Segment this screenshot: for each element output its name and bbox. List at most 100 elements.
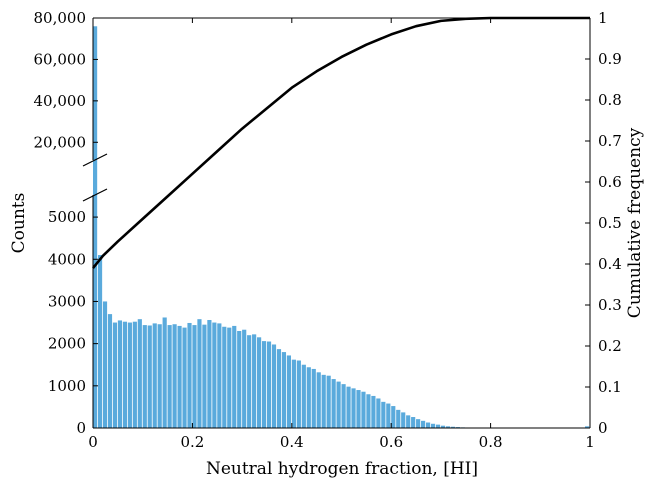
histogram-bar [173,324,177,428]
histogram-bar [391,406,395,428]
histogram-bar [282,352,286,428]
y-tick-label: 0 [76,419,86,437]
histogram-bar [287,355,291,428]
histogram-bar [351,388,355,428]
x-tick-label: 0.4 [280,433,304,451]
histogram-bar [406,415,410,428]
histogram-bar [153,323,157,428]
histogram-bar [247,335,251,428]
histogram-bar [346,387,350,428]
histogram-bar [342,384,346,428]
histogram-bar [163,317,167,428]
histogram-bar [292,360,296,428]
x-tick-label: 0 [88,433,98,451]
y2-tick-label: 0 [598,419,608,437]
histogram-bar [376,398,380,428]
histogram-bar [177,326,181,428]
histogram-bar [436,425,440,428]
histogram-bar [327,376,331,428]
histogram-bar [252,334,256,428]
histogram-bar [103,301,107,428]
histogram-bar [168,325,172,428]
x-tick-label: 0.6 [379,433,403,451]
histogram-bar [322,375,326,428]
y-tick-label-upper: 40,000 [34,92,87,110]
histogram-bar [411,417,415,428]
histogram-bar [421,421,425,428]
y-tick-label-upper: 60,000 [34,50,87,68]
histogram-bars [93,26,589,428]
histogram-bar [371,396,375,428]
histogram-bar [426,423,430,428]
histogram-bar [431,424,435,428]
histogram-bar [307,367,311,428]
histogram-bar [277,349,281,428]
histogram-bar [332,379,336,428]
histogram-bar [312,369,316,428]
cumulative-frequency-line [93,18,590,268]
histogram-bar [416,419,420,428]
cumulative-curve-group [93,18,590,268]
histogram-bar [158,324,162,428]
y2-tick-label: 0.5 [598,214,622,232]
y-tick-label: 3000 [48,292,86,310]
histogram-bar [366,394,370,428]
histogram-bar [148,325,152,428]
y-axis-title: Counts [9,193,29,254]
y-tick-label-upper: 80,000 [34,9,87,27]
y2-tick-label: 0.1 [598,378,622,396]
histogram-bar [118,320,122,428]
y2-tick-label: 0.2 [598,337,622,355]
histogram-bar [123,322,127,428]
y2-tick-label: 0.9 [598,50,622,68]
histogram-bar [202,325,206,428]
y-tick-label: 2000 [48,335,86,353]
y2-tick-label: 0.4 [598,255,622,273]
histogram-bar [207,320,211,428]
y2-tick-label: 0.7 [598,132,622,150]
y2-axis-title: Cumulative frequency [625,127,645,318]
y2-tick-label: 0.6 [598,173,622,191]
x-tick-label: 1 [585,433,595,451]
histogram-bar [272,344,276,428]
histogram-bar [317,372,321,428]
histogram-bar [297,361,301,428]
histogram-bar [267,342,271,428]
histogram-bar [212,323,216,428]
histogram-bar [302,365,306,428]
y2-tick-label: 0.3 [598,296,622,314]
histogram-bar [386,404,390,428]
histogram-bar [262,341,266,428]
histogram-bar [361,392,365,428]
y-tick-label: 4000 [48,250,86,268]
histogram-bar [242,330,246,428]
histogram-bar [113,323,117,428]
histogram-bar [93,26,97,428]
histogram-bar [182,328,186,428]
histogram-bar [98,255,102,428]
histogram-bar [138,319,142,428]
x-tick-label: 0.2 [180,433,204,451]
histogram-bar [396,410,400,428]
y-tick-label-upper: 20,000 [34,133,87,151]
y-tick-label: 1000 [48,377,86,395]
y-tick-label: 5000 [48,208,86,226]
histogram-bar [227,328,231,428]
histogram-bar [133,322,137,428]
histogram-bar [232,326,236,428]
histogram-bar [337,382,341,428]
histogram-bar [401,412,405,428]
histogram-bar [217,323,221,428]
y2-tick-label: 0.8 [598,91,622,109]
histogram-bar [222,327,226,428]
y2-tick-label: 1 [598,9,608,27]
histogram-bar [356,390,360,428]
histogram-bar [237,331,241,428]
x-axis-title: Neutral hydrogen fraction, [HI] [206,459,478,479]
histogram-bar [108,314,112,428]
x-tick-label: 0.8 [479,433,503,451]
histogram-bar [381,402,385,428]
histogram-bar [143,325,147,428]
histogram-bar [128,323,132,428]
